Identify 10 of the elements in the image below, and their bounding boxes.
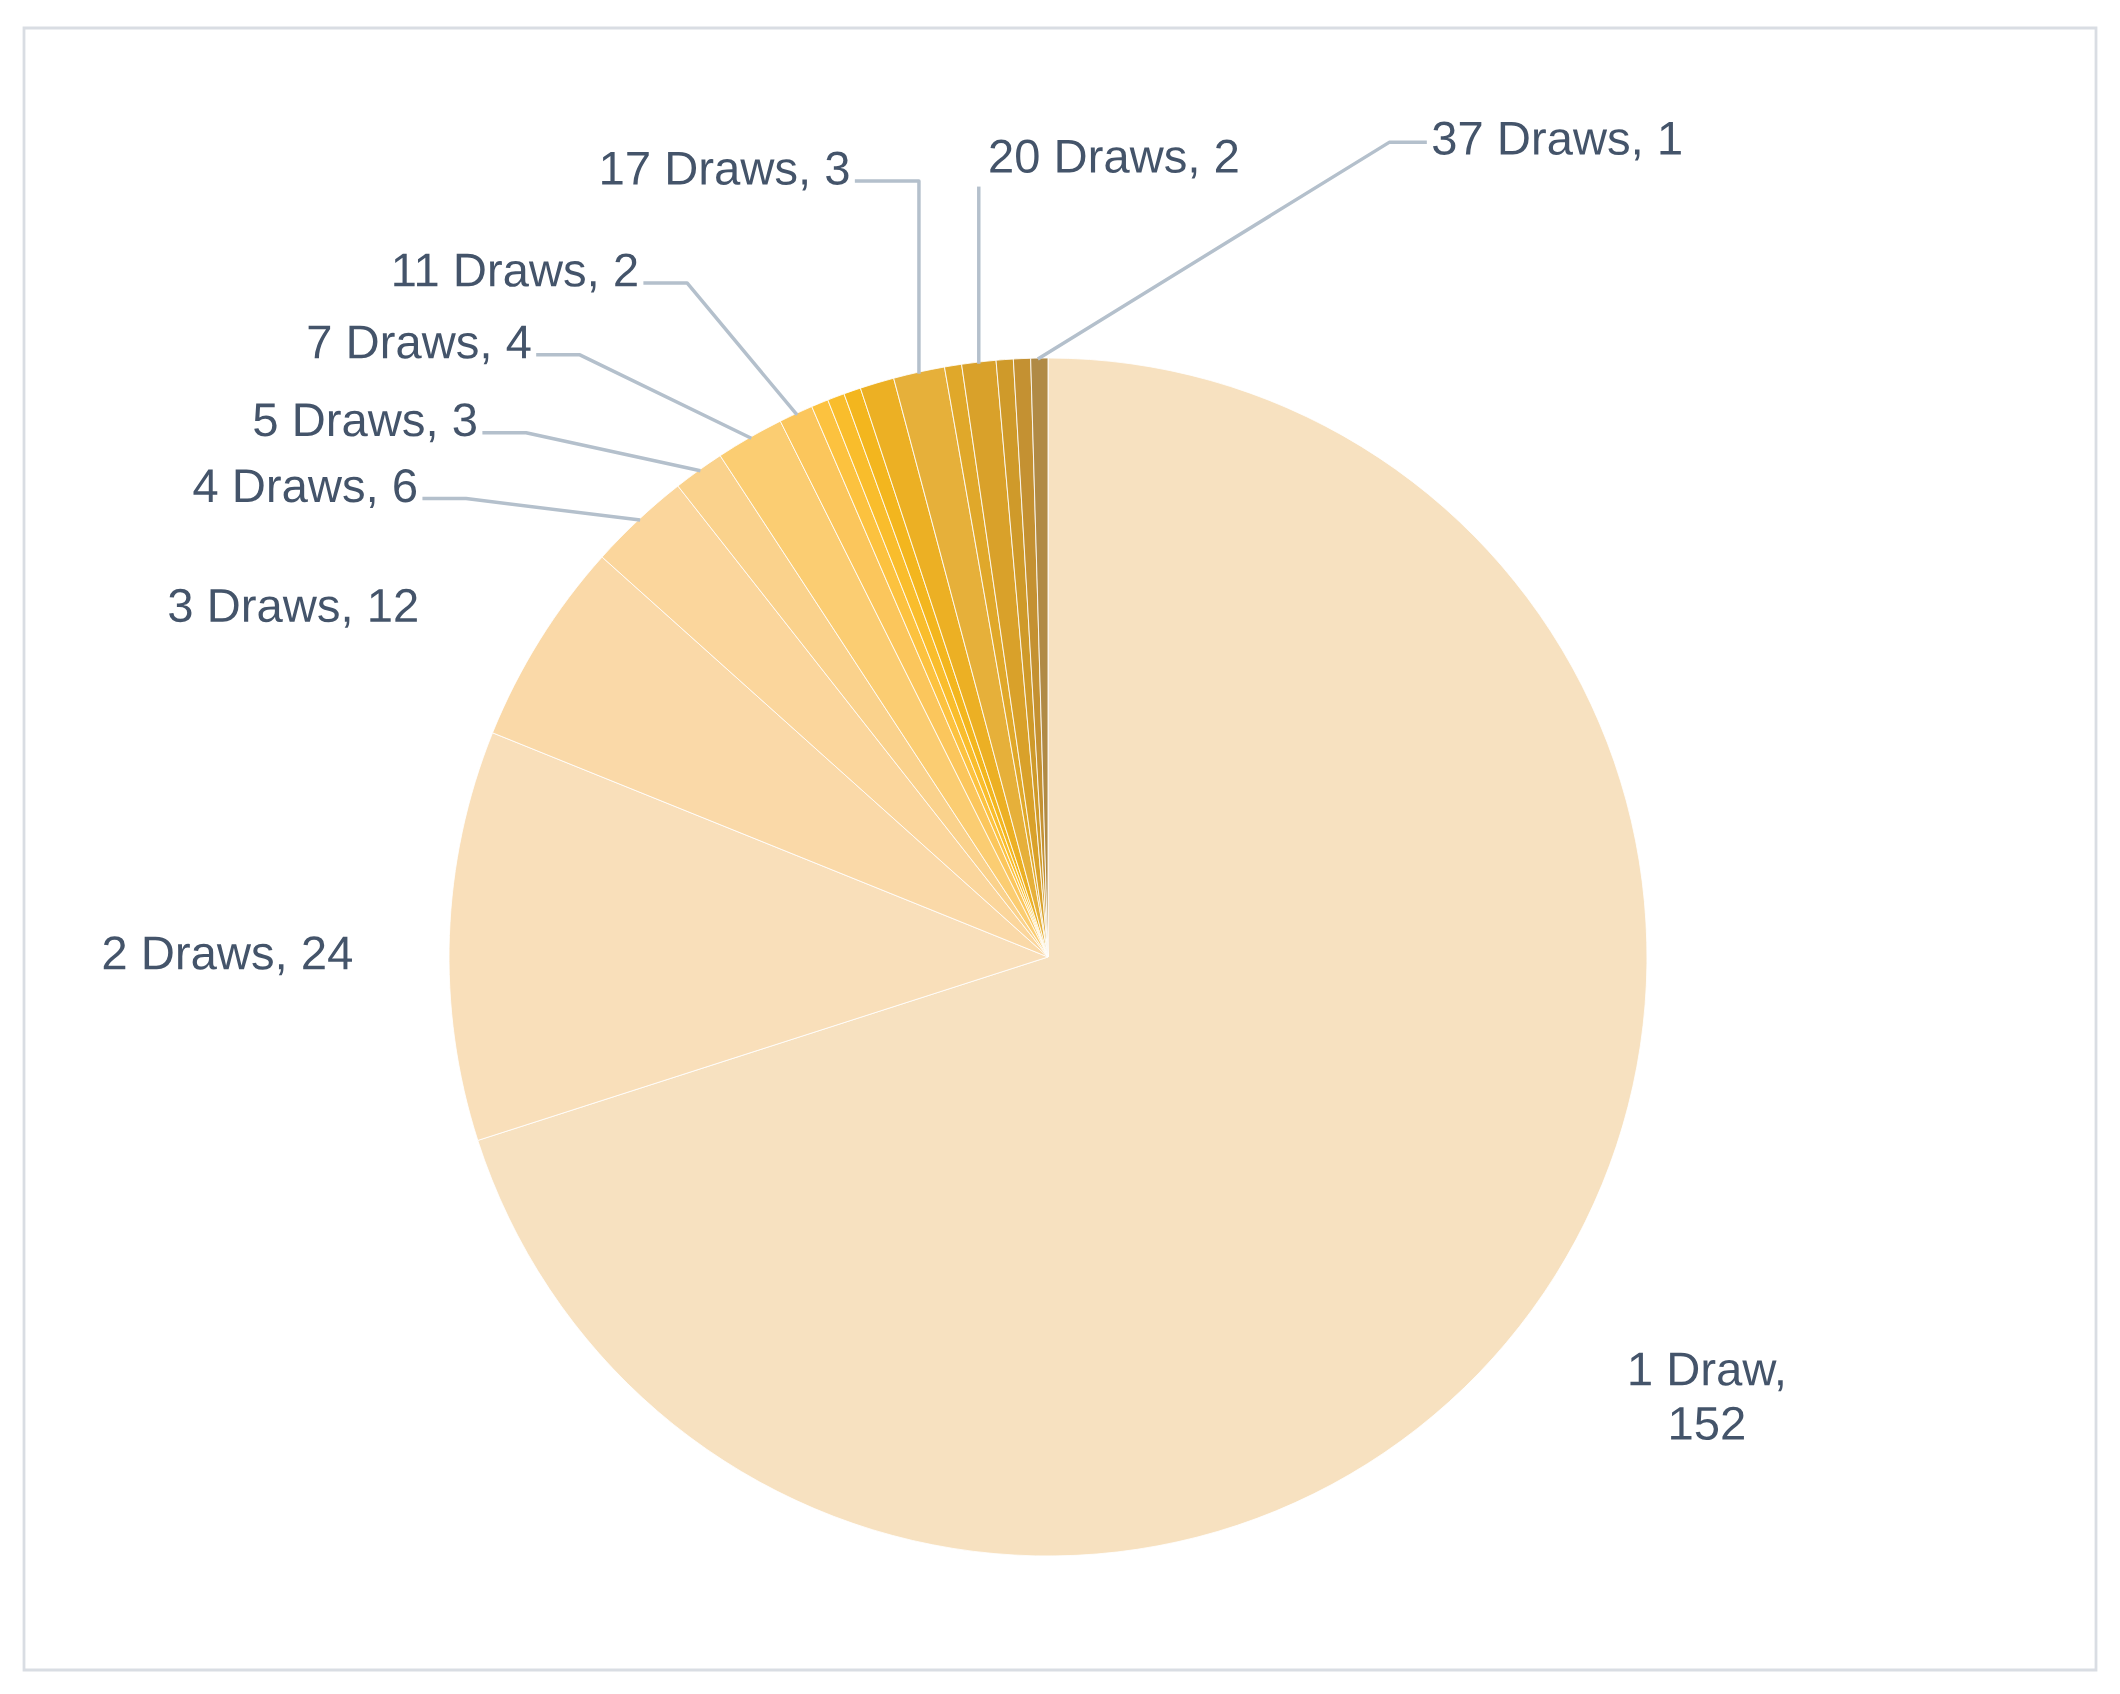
slice-label: 1 Draw, 152 (1630, 1352, 1783, 1441)
slice-label: 3 Draws, 12 (169, 588, 417, 628)
slice-label: 2 Draws, 24 (103, 936, 352, 976)
slice-label: 20 Draws, 2 (990, 139, 1238, 179)
slice-label: 11 Draws, 2 (394, 253, 637, 293)
slice-label: 4 Draws, 6 (193, 469, 417, 509)
slice-label: 17 Draws, 3 (602, 151, 849, 191)
slice-label: 37 Draws, 1 (1432, 121, 1681, 161)
slice-label: 5 Draws, 3 (254, 403, 476, 443)
slice-label: 7 Draws, 4 (308, 325, 531, 365)
